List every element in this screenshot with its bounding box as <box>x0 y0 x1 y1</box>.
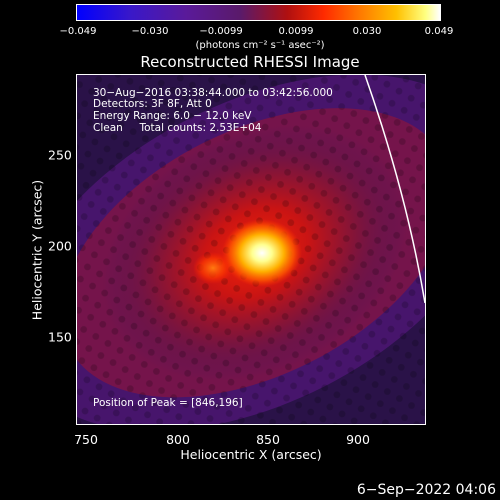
y-tick-200: 200 <box>48 238 72 254</box>
colorbar-tick-1: −0.049 <box>59 26 97 37</box>
footer-date: 6−Sep−2022 04:06 <box>356 482 496 498</box>
colorbar-tick-4: 0.0099 <box>278 26 314 37</box>
rhessi-image-canvas <box>77 75 425 424</box>
colorbar <box>76 4 441 21</box>
x-axis-label: Heliocentric X (arcsec) <box>180 447 322 462</box>
x-tick-800: 800 <box>166 432 190 447</box>
x-tick-900: 900 <box>346 432 370 447</box>
time-range-label: 30−Aug−2016 03:38:44.000 to 03:42:56.000 <box>93 87 333 99</box>
y-tick-150: 150 <box>48 329 72 345</box>
clean-counts-label: Clean Total counts: 2.53E+04 <box>93 122 262 134</box>
x-tick-850: 850 <box>256 432 280 447</box>
x-tick-750: 750 <box>74 432 98 447</box>
colorbar-tick-6: 0.049 <box>424 26 454 37</box>
colorbar-tick-2: −0.030 <box>131 26 169 37</box>
rhessi-image <box>76 74 426 425</box>
colorbar-unit-label: (photons cm⁻² s⁻¹ asec⁻²) <box>195 40 325 51</box>
y-axis-label: Heliocentric Y (arcsec) <box>29 179 45 321</box>
peak-position-label: Position of Peak = [846,196] <box>93 397 243 409</box>
colorbar-tick-3: −0.0099 <box>199 26 243 37</box>
detectors-label: Detectors: 3F 8F, Att 0 <box>93 98 212 110</box>
y-tick-250: 250 <box>48 147 72 163</box>
colorbar-tick-5: 0.030 <box>352 26 382 37</box>
solar-limb-line <box>364 75 425 304</box>
energy-range-label: Energy Range: 6.0 − 12.0 keV <box>93 110 252 122</box>
image-title: Reconstructed RHESSI Image <box>140 53 360 71</box>
